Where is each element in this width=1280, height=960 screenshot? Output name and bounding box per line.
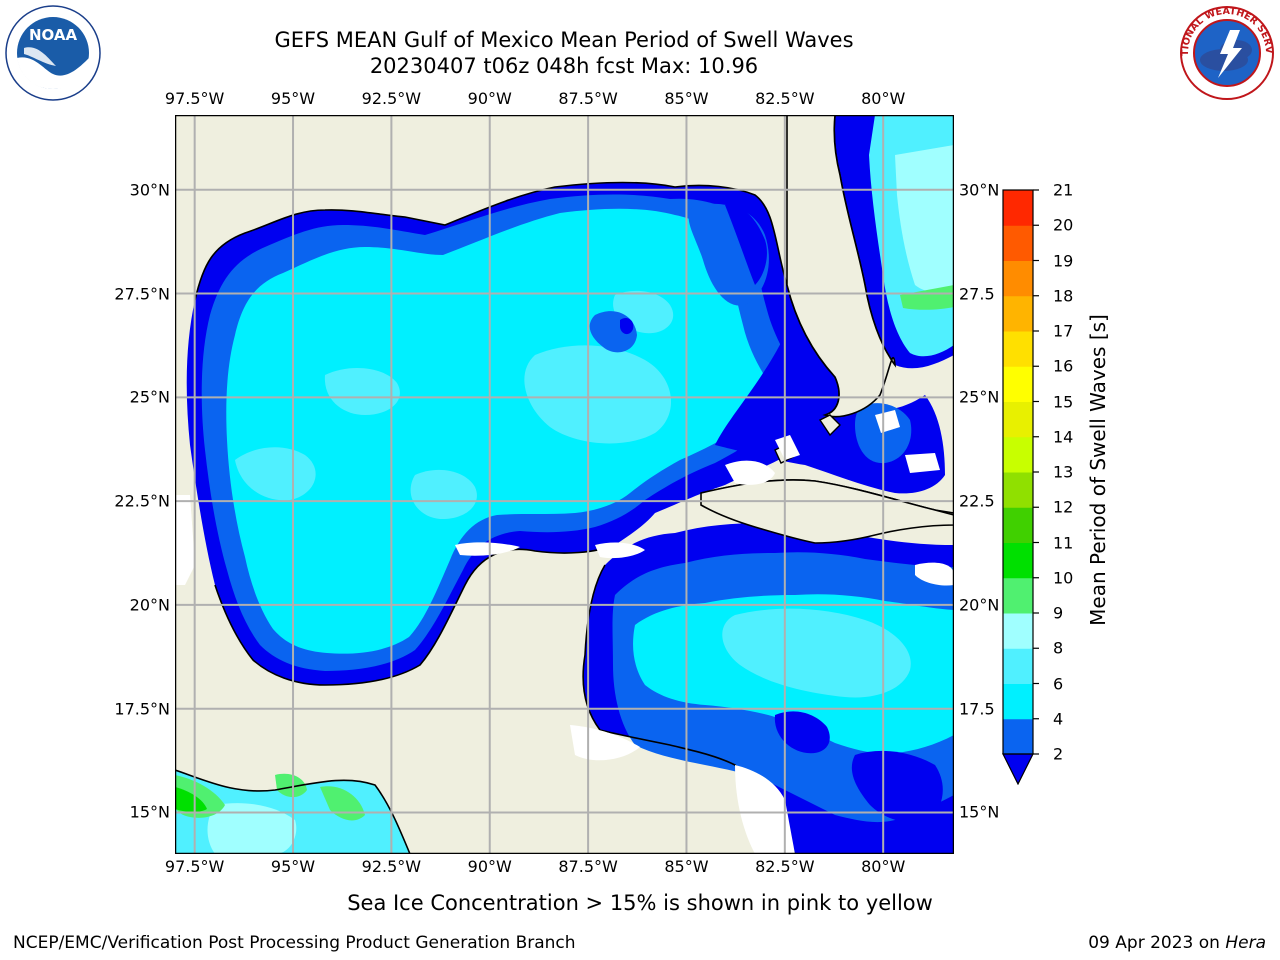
longitude-tick-label: 85°W — [664, 89, 709, 108]
longitude-tick-label: 80°W — [861, 89, 906, 108]
colorbar-segment — [1003, 507, 1033, 543]
footer-date-text: 09 Apr 2023 on — [1088, 933, 1226, 953]
longitude-tick-label: 90°W — [467, 89, 512, 108]
colorbar-tick-label: 21 — [1053, 180, 1074, 200]
longitude-tick-label: 87.5°W — [558, 857, 618, 876]
colorbar-tick-label: 12 — [1053, 497, 1074, 517]
colorbar-tick-label: 4 — [1053, 709, 1064, 729]
sea-ice-note: Sea Ice Concentration > 15% is shown in … — [347, 891, 933, 915]
gridlines — [175, 115, 954, 854]
colorbar-tick-label: 17 — [1053, 321, 1074, 341]
map-title: GEFS MEAN Gulf of Mexico Mean Period of … — [274, 28, 854, 52]
longitude-tick-label: 92.5°W — [361, 857, 422, 876]
longitude-tick-label: 97.5°W — [164, 857, 225, 876]
colorbar-tick-label: 9 — [1053, 603, 1064, 623]
colorbar-segment — [1003, 260, 1033, 297]
colorbar-segment — [1003, 683, 1033, 720]
longitude-tick-label: 97.5°W — [164, 89, 225, 108]
colorbar-tick-label: 14 — [1053, 427, 1074, 447]
colorbar-segment — [1003, 190, 1033, 226]
colorbar-extend-arrow — [1002, 753, 1034, 785]
latitude-tick-label: 22.5 — [959, 491, 995, 511]
latitude-tick-label: 30°N — [129, 180, 170, 200]
colorbar-tick-label: 16 — [1053, 356, 1074, 376]
latitude-tick-label: 27.5 — [959, 284, 995, 304]
colorbar-tick-label: 10 — [1053, 568, 1074, 588]
colorbar-segment — [1003, 366, 1033, 402]
colorbar-tick-label: 15 — [1053, 392, 1074, 411]
colorbar-segment — [1003, 331, 1033, 367]
colorbar-segment — [1003, 613, 1033, 649]
longitude-tick-label: 92.5°W — [361, 89, 422, 108]
longitude-tick-label: 95°W — [270, 89, 316, 108]
latitude-tick-label: 25°N — [129, 387, 170, 407]
longitude-tick-label: 90°W — [467, 857, 512, 876]
latitude-tick-label: 20°N — [129, 595, 170, 615]
colorbar-segment — [1003, 577, 1033, 614]
latitude-tick-label: 30°N — [959, 180, 1000, 200]
latitude-tick-label: 27.5°N — [114, 284, 170, 304]
colorbar-segment — [1003, 436, 1033, 473]
latitude-tick-label: 25°N — [959, 387, 1000, 407]
gulf-of-mexico-map — [175, 115, 954, 854]
colorbar-segment — [1003, 225, 1033, 261]
colorbar-tick-label: 6 — [1053, 674, 1064, 693]
colorbar-segment — [1003, 718, 1033, 755]
footer-credit: NCEP/EMC/Verification Post Processing Pr… — [13, 933, 576, 953]
colorbar-tick-label: 2 — [1053, 744, 1064, 764]
latitude-tick-label: 15°N — [959, 802, 1000, 822]
colorbar-tick-label: 13 — [1053, 462, 1074, 482]
longitude-tick-label: 82.5°W — [755, 89, 815, 108]
longitude-tick-label: 87.5°W — [558, 89, 618, 108]
map-frame — [175, 115, 954, 854]
latitude-tick-label: 17.5 — [959, 699, 995, 719]
longitude-tick-label: 95°W — [270, 857, 316, 876]
colorbar-tick-label: 19 — [1053, 251, 1074, 270]
footer-date: 09 Apr 2023 on Hera — [1088, 933, 1266, 953]
colorbar-tick-label: 11 — [1053, 533, 1074, 552]
colorbar-segment — [1003, 295, 1033, 332]
colorbar-tick-label: 8 — [1053, 638, 1064, 658]
noaa-logo: NOAA — [5, 5, 101, 101]
colorbar-title: Mean Period of Swell Waves [s] — [1086, 314, 1110, 626]
footer-host: Hera — [1225, 933, 1266, 953]
colorbar-segment — [1003, 648, 1033, 684]
longitude-tick-label: 85°W — [664, 857, 709, 876]
longitude-tick-label: 80°W — [861, 857, 906, 876]
latitude-tick-label: 20°N — [959, 595, 1000, 615]
latitude-tick-label: 17.5°N — [114, 699, 170, 719]
colorbar-segment — [1003, 472, 1033, 508]
colorbar-segment — [1003, 542, 1033, 579]
latitude-tick-label: 22.5°N — [114, 491, 170, 511]
longitude-tick-label: 82.5°W — [755, 857, 815, 876]
map-subtitle: 20230407 t06z 048h fcst Max: 10.96 — [369, 54, 759, 78]
colorbar-segment — [1003, 401, 1033, 438]
colorbar-tick-label: 20 — [1053, 215, 1074, 235]
colorbar-tick-label: 18 — [1053, 286, 1074, 306]
latitude-tick-label: 15°N — [129, 802, 170, 822]
nws-logo: NATIONAL WEATHER SERVICE — [1178, 4, 1274, 100]
svg-text:NOAA: NOAA — [29, 26, 78, 44]
colorbar — [1002, 189, 1039, 785]
